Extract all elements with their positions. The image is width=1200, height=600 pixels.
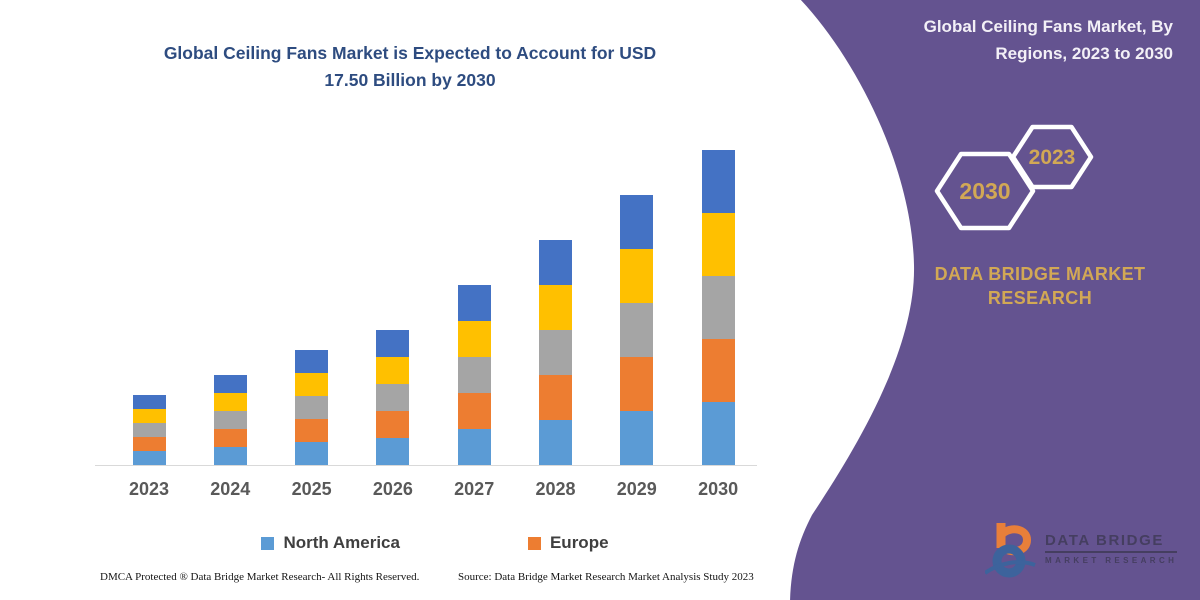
- brand-line2: RESEARCH: [987, 288, 1093, 308]
- logo-text-line1: DATA BRIDGE: [1045, 532, 1178, 553]
- segment-2023-series5: [132, 395, 166, 409]
- legend-label: Europe: [549, 533, 609, 552]
- segment-2027-North America: [457, 429, 491, 465]
- segment-2027-series5: [457, 285, 491, 321]
- segment-2024-series4: [213, 393, 247, 411]
- segment-2026-Europe: [376, 411, 410, 438]
- segment-2025-series3: [295, 396, 329, 419]
- segment-2023-Europe: [132, 437, 166, 451]
- brand-text: DATA BRIDGE MARKET RESEARCH: [908, 262, 1172, 310]
- segment-2030-North America: [701, 402, 735, 465]
- x-axis-label-2028: 2028: [535, 479, 576, 499]
- segment-2028-Europe: [539, 375, 572, 420]
- segment-2030-series3: [701, 276, 735, 339]
- x-axis-label-2027: 2027: [454, 479, 495, 499]
- bar-2030: [701, 150, 735, 465]
- x-axis-label-2023: 2023: [128, 479, 170, 499]
- segment-2024-Europe: [213, 429, 247, 447]
- chart-title-line1: Global Ceiling Fans Market is Expected t…: [163, 43, 657, 63]
- logo-text-line2: MARKET RESEARCH: [1045, 556, 1178, 565]
- legend-swatch: [261, 536, 275, 550]
- purple-panel-shape: [790, 0, 1200, 600]
- logo-text: DATA BRIDGE MARKET RESEARCH: [1045, 521, 1178, 579]
- bar-2025: [295, 350, 329, 465]
- segment-2030-Europe: [701, 339, 735, 402]
- legend-item-north-america: North America: [261, 533, 400, 553]
- segment-2024-series3: [213, 411, 247, 429]
- logo-b-icon: [985, 523, 1036, 578]
- bar-2029: [620, 195, 654, 465]
- hexagon-2030-label: 2030: [959, 178, 1010, 204]
- segment-2023-series4: [132, 409, 166, 423]
- segment-2026-series5: [376, 330, 410, 357]
- segment-2025-North America: [295, 442, 329, 465]
- segment-2029-series4: [620, 249, 654, 303]
- segment-2025-series5: [295, 350, 329, 373]
- footer-source: Source: Data Bridge Market Research Mark…: [458, 571, 754, 583]
- company-logo: DATA BRIDGE MARKET RESEARCH: [985, 521, 1178, 579]
- segment-2030-series5: [701, 150, 735, 213]
- x-axis-label-2029: 2029: [616, 479, 657, 499]
- segment-2026-North America: [376, 438, 410, 465]
- legend-swatch: [527, 536, 541, 550]
- legend-item-europe: Europe: [527, 533, 609, 553]
- segment-2030-series4: [701, 213, 735, 276]
- segment-2024-North America: [213, 447, 247, 465]
- hexagon-2023-label: 2023: [1029, 146, 1076, 169]
- bar-2027: [457, 285, 491, 465]
- plot-area: [95, 140, 757, 466]
- segment-2029-North America: [620, 411, 654, 465]
- segment-2025-Europe: [295, 419, 329, 442]
- segment-2027-Europe: [457, 393, 491, 429]
- x-axis-label-2030: 2030: [698, 479, 739, 499]
- bar-2026: [376, 330, 410, 465]
- segment-2029-series5: [620, 195, 654, 249]
- hexagon-2030: [934, 151, 1036, 231]
- footer-dmca: DMCA Protected ® Data Bridge Market Rese…: [100, 571, 420, 583]
- segment-2023-series3: [132, 423, 166, 437]
- x-axis-line: [95, 465, 757, 466]
- x-axis-label-2024: 2024: [210, 479, 251, 499]
- segment-2028-series4: [539, 285, 572, 330]
- legend-label: North America: [283, 533, 400, 552]
- x-axis-label-2025: 2025: [291, 479, 332, 499]
- segment-2025-series4: [295, 373, 329, 396]
- segment-2026-series4: [376, 357, 410, 384]
- bar-2028: [539, 240, 572, 465]
- segment-2027-series4: [457, 321, 491, 357]
- panel-heading: Global Ceiling Fans Market, By Regions, …: [863, 13, 1173, 67]
- segment-2029-Europe: [620, 357, 654, 411]
- segment-2023-North America: [132, 451, 166, 465]
- legend: North America Europe: [95, 533, 775, 553]
- panel-heading-line1: Global Ceiling Fans Market, By: [923, 17, 1173, 36]
- chart-title-line2: 17.50 Billion by 2030: [324, 70, 496, 90]
- chart-title: Global Ceiling Fans Market is Expected t…: [90, 40, 730, 94]
- bar-2024: [213, 375, 247, 465]
- segment-2029-series3: [620, 303, 654, 357]
- x-axis-label-2026: 2026: [372, 479, 413, 499]
- x-axis-labels: 2023 2024 2025 2026 2027 2028 2029 2030: [95, 479, 757, 503]
- brand-line1: DATA BRIDGE MARKET: [934, 264, 1146, 284]
- segment-2026-series3: [376, 384, 410, 411]
- segment-2028-North America: [539, 420, 572, 465]
- segment-2028-series5: [539, 240, 572, 285]
- segment-2028-series3: [539, 330, 572, 375]
- panel-heading-line2: Regions, 2023 to 2030: [995, 44, 1173, 63]
- hexagon-badges: 2023 2030: [934, 124, 1094, 231]
- bar-2023: [132, 395, 166, 465]
- segment-2024-series5: [213, 375, 247, 393]
- segment-2027-series3: [457, 357, 491, 393]
